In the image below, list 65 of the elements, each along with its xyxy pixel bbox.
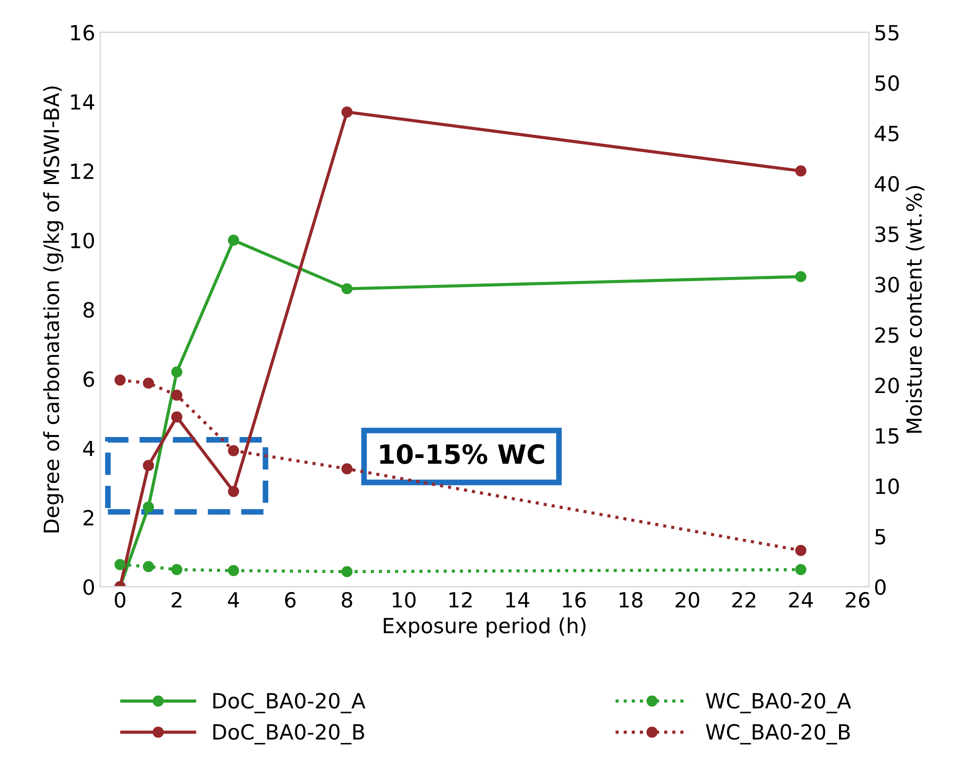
x-tick-label: 6 [285, 592, 296, 608]
y-tick-label: 0 [83, 579, 94, 595]
point [341, 566, 353, 578]
point [142, 561, 154, 572]
x-tick-label: 22 [732, 592, 756, 608]
x-tick-label: 24 [789, 592, 813, 608]
point [114, 559, 126, 570]
point [171, 390, 182, 401]
x-tick-label: 10 [392, 592, 416, 608]
legend-label: WC_BA0-20_A [706, 692, 852, 714]
point [228, 445, 240, 456]
y2-tick-label: 25 [875, 327, 898, 343]
point [795, 544, 806, 556]
x-tick-label: 2 [172, 592, 182, 608]
y2-tick-label: 55 [875, 25, 898, 41]
x-tick-label: 16 [562, 592, 586, 608]
y2-tick-label: 5 [875, 529, 886, 545]
y-tick-label: 8 [84, 302, 94, 318]
y2-tick-label: 30 [875, 276, 899, 293]
point [341, 106, 353, 118]
point [228, 565, 240, 576]
y2-tick-label: 35 [875, 226, 898, 242]
x-tick-label: 14 [506, 592, 530, 608]
point [114, 374, 126, 386]
y-tick-label: 6 [84, 371, 94, 388]
point [795, 271, 806, 282]
point [171, 411, 182, 423]
y-tick-label: 4 [83, 440, 94, 456]
legend-label: DoC_BA0-20_B [213, 724, 364, 744]
point [795, 165, 806, 176]
y-axis-title: Degree of carbonatation (g/kg of MSWI-BA) [43, 86, 64, 532]
point [341, 283, 353, 294]
point [795, 564, 806, 576]
point [142, 501, 154, 513]
x-tick-label: 0 [114, 592, 126, 608]
x-tick-label: 20 [676, 592, 700, 608]
point [228, 234, 240, 246]
legend-label: DoC_BA0-20_A [213, 692, 366, 714]
point [228, 486, 240, 498]
y2-tick-label: 20 [875, 378, 899, 394]
y-tick-label: 10 [71, 232, 94, 248]
legend-label: WC_BA0-20_B [706, 724, 850, 744]
y2-axis-title: Moisture content (wt.%) [906, 186, 924, 433]
y2-tick-label: 50 [875, 75, 899, 91]
annotation: 10-15% WC [380, 444, 544, 464]
x-tick-label: 8 [342, 592, 352, 608]
y2-tick-label: 10 [876, 478, 899, 494]
y2-tick-label: 0 [875, 579, 886, 595]
y-tick-label: 12 [71, 163, 94, 179]
x-axis-title: Exposure period (h) [384, 617, 586, 638]
y-tick-label: 14 [71, 94, 94, 110]
y2-tick-label: 40 [874, 176, 899, 192]
point [142, 378, 154, 389]
point [142, 460, 154, 472]
x-tick-label: 26 [846, 592, 870, 608]
x-tick-label: 12 [449, 592, 472, 608]
y2-tick-label: 45 [874, 126, 898, 142]
point [171, 366, 182, 378]
y2-tick-label: 15 [876, 428, 898, 444]
point [171, 564, 182, 576]
y-tick-label: 16 [71, 24, 94, 41]
y-tick-label: 2 [84, 510, 94, 526]
point [341, 463, 353, 474]
x-tick-label: 18 [620, 592, 642, 608]
x-tick-label: 4 [228, 592, 239, 608]
